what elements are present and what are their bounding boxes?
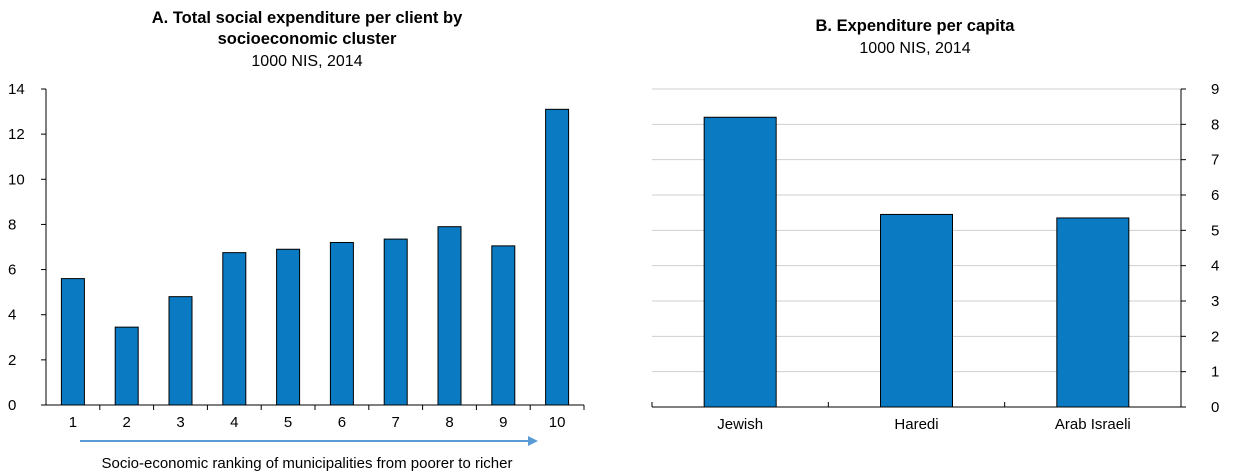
panel-a-bar: [61, 279, 84, 405]
panel-a-y-tick-label: 14: [8, 81, 25, 98]
panel-a-x-tick-label: 8: [445, 414, 453, 431]
panel-a-y-tick-label: 12: [8, 126, 25, 143]
panel-b-bar: [881, 214, 953, 407]
panel-a-x-tick-label: 1: [69, 414, 77, 431]
panel-a-x-tick-label: 6: [338, 414, 346, 431]
panel-a-bar: [330, 242, 353, 405]
panel-a-x-tick-label: 3: [176, 414, 184, 431]
panel-a-subtitle: 1000 NIS, 2014: [251, 53, 362, 70]
panel-a-x-tick-label: 5: [284, 414, 292, 431]
panel-b-title: B. Expenditure per capita: [816, 17, 1016, 35]
panel-b-y-tick-label: 7: [1211, 152, 1219, 169]
panel-a-title-line1: A. Total social expenditure per client b…: [152, 9, 463, 27]
panel-b-y-tick-label: 3: [1211, 293, 1219, 310]
panel-a-y-tick-label: 0: [8, 397, 16, 414]
panel-b-y-tick-label: 6: [1211, 187, 1219, 204]
panel-b-y-tick-label: 1: [1211, 364, 1219, 381]
panel-b-bar: [704, 117, 776, 407]
panel-b-x-tick-label: Arab Israeli: [1055, 416, 1131, 433]
panel-b-x-tick-label: Haredi: [894, 416, 938, 433]
panel-b-plot: 0 1 2 3 4 5 6 7 8 9 Jewish Haredi Arab Israeli: [652, 81, 1219, 433]
panel-a-x-tick-label: 10: [549, 414, 566, 431]
panel-a-x-tick-label: 9: [499, 414, 507, 431]
panel-a-y-tick-label: 8: [8, 216, 16, 233]
panel-b-y-tick-label: 5: [1211, 222, 1219, 239]
panel-a-bar: [438, 227, 461, 405]
panel-a-bar: [169, 297, 192, 405]
panel-a-x-tick-label: 2: [123, 414, 131, 431]
panel-a-bar: [115, 327, 138, 405]
panel-a-bar: [384, 239, 407, 405]
panel-a-title-line2: socioeconomic cluster: [218, 30, 397, 48]
panel-a-bar: [277, 249, 300, 405]
panel-b-y-tick-label: 9: [1211, 81, 1219, 98]
panel-a-y-tick-label: 2: [8, 352, 16, 369]
panel-a-xlabel: Socio-economic ranking of municipalities…: [101, 455, 512, 472]
panel-a-x-tick-label: 7: [392, 414, 400, 431]
panel-b-y-tick-label: 2: [1211, 328, 1219, 345]
panel-a-y-tick-label: 4: [8, 307, 16, 324]
panel-b-bar: [1057, 218, 1129, 407]
panel-a-bar: [492, 246, 515, 405]
panel-a-x-tick-label: 4: [230, 414, 238, 431]
panel-b-y-tick-label: 4: [1211, 258, 1219, 275]
panel-a-bar: [546, 109, 569, 405]
panel-b-y-tick-label: 0: [1211, 399, 1219, 416]
panel-b-y-tick-label: 8: [1211, 116, 1219, 133]
panel-a-y-tick-label: 10: [8, 171, 25, 188]
panel-a-bar: [223, 253, 246, 405]
panel-a-y-tick-label: 6: [8, 262, 16, 279]
panel-b-subtitle: 1000 NIS, 2014: [859, 40, 970, 57]
panel-b-x-tick-label: Jewish: [717, 416, 763, 433]
